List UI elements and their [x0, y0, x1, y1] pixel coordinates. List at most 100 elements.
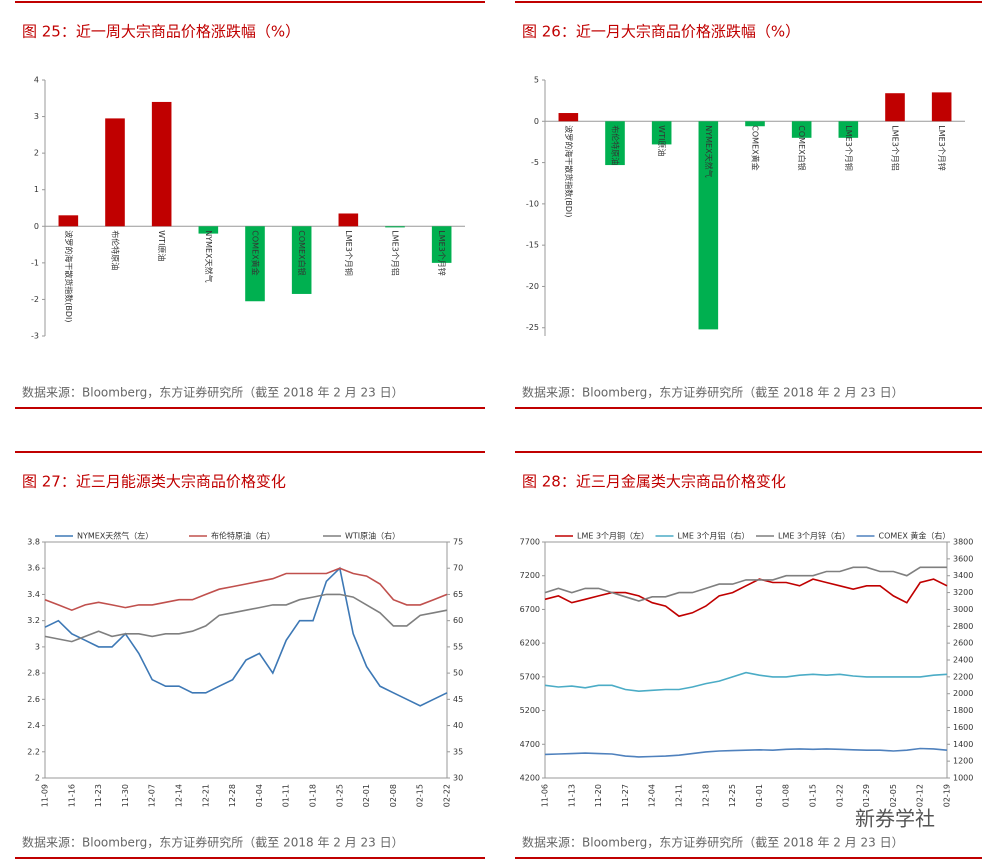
bar [838, 121, 859, 138]
legend-label: LME 3个月铜（左） [577, 531, 649, 541]
x-tick-label: 02-22 [443, 784, 452, 807]
y-tick-label: 6700 [520, 605, 540, 614]
x-tick-label: 12-25 [728, 784, 737, 807]
legend-label: LME 3个月铝（右） [678, 531, 750, 541]
y2-tick-label: 35 [453, 747, 463, 756]
y2-tick-label: 2400 [953, 656, 973, 665]
y-tick-label: 2.2 [27, 747, 40, 756]
source-note: 数据来源：Bloomberg，东方证券研究所（截至 2018 年 2 月 23 … [22, 385, 404, 400]
legend-label: WTI原油（右） [345, 531, 400, 541]
x-tick-label: 12-11 [675, 784, 684, 807]
y2-tick-label: 75 [453, 538, 463, 547]
x-tick-label: COMEX黄金 [251, 230, 261, 275]
y-tick-label: 3 [34, 112, 39, 121]
bar [931, 92, 952, 122]
x-tick-label: 02-05 [889, 784, 898, 807]
bar [698, 121, 719, 330]
y-tick-label: 6200 [520, 639, 540, 648]
chart-title: 图 25：近一周大宗商品价格涨跌幅（%） [22, 23, 300, 41]
source-note: 数据来源：Bloomberg，东方证券研究所（截至 2018 年 2 月 23 … [522, 835, 904, 850]
y2-tick-label: 55 [453, 642, 463, 651]
x-tick-label: 02-08 [389, 784, 398, 807]
x-tick-label: 11-06 [541, 784, 550, 807]
x-tick-label: 11-16 [67, 784, 76, 807]
y2-tick-label: 30 [453, 774, 463, 783]
y2-tick-label: 70 [453, 564, 463, 573]
x-tick-label: 12-14 [175, 784, 184, 807]
y2-tick-label: 3800 [953, 538, 973, 547]
x-tick-label: LME3个月铝 [391, 230, 401, 276]
y-tick-label: 5200 [520, 706, 540, 715]
bar [338, 213, 359, 227]
chart-title: 图 27：近三月能源类大宗商品价格变化 [22, 473, 286, 491]
x-tick-label: LME3个月铝 [891, 125, 901, 171]
x-tick-label: LME3个月锌 [437, 230, 447, 276]
x-tick-label: 02-19 [943, 784, 952, 807]
x-tick-label: COMEX黄金 [751, 125, 761, 170]
y-tick-label: 4700 [520, 740, 540, 749]
source-note: 数据来源：Bloomberg，东方证券研究所（截至 2018 年 2 月 23 … [22, 835, 404, 850]
y-tick-label: 3.4 [27, 590, 40, 599]
series-line [44, 567, 448, 612]
x-tick-label: 11-23 [94, 784, 103, 807]
bar [791, 121, 812, 138]
y2-tick-label: 3600 [953, 554, 973, 563]
y2-tick-label: 1400 [953, 740, 973, 749]
y2-tick-label: 1200 [953, 757, 973, 766]
y2-tick-label: 2000 [953, 689, 973, 698]
x-tick-label: WTI原油 [657, 125, 667, 156]
legend-label: NYMEX天然气（左） [77, 531, 153, 541]
x-tick-label: 布伦特原油 [111, 230, 121, 270]
y-tick-label: 2 [34, 149, 39, 158]
y2-tick-label: 3200 [953, 588, 973, 597]
x-tick-label: 12-18 [701, 784, 710, 807]
bar [198, 226, 219, 234]
chart-title: 图 28：近三月金属类大宗商品价格变化 [522, 473, 786, 491]
y2-tick-label: 65 [453, 590, 463, 599]
bar [431, 226, 452, 263]
series-line [44, 593, 448, 643]
bar [558, 113, 579, 122]
y-tick-label: -10 [526, 199, 539, 208]
legend-label: LME 3个月锌（右） [778, 531, 850, 541]
x-tick-label: 01-29 [862, 784, 871, 807]
y-tick-label: -15 [526, 241, 539, 250]
series-line [544, 671, 948, 693]
y-tick-label: 2.4 [27, 721, 40, 730]
series-line [544, 747, 948, 758]
x-tick-label: 02-15 [416, 784, 425, 807]
x-tick-label: 02-01 [362, 784, 371, 807]
bar [291, 226, 312, 294]
x-tick-label: LME3个月铜 [344, 230, 354, 276]
x-tick-label: 01-25 [335, 784, 344, 807]
x-tick-label: 11-27 [621, 784, 630, 807]
y2-tick-label: 45 [453, 695, 463, 704]
y-tick-label: 0 [34, 222, 39, 231]
y2-tick-label: 1600 [953, 723, 973, 732]
y-tick-label: 3 [35, 642, 40, 651]
y-tick-label: 3.6 [27, 564, 40, 573]
bar [245, 226, 265, 302]
x-tick-label: 12-04 [648, 784, 657, 807]
x-tick-label: 11-20 [594, 784, 603, 807]
series-line [44, 566, 448, 707]
y2-tick-label: 3000 [953, 605, 973, 614]
bar [885, 93, 905, 122]
x-tick-label: 波罗的海干散货指数(BDI) [64, 230, 74, 322]
y2-tick-label: 2800 [953, 622, 973, 631]
x-tick-label: 11-30 [121, 784, 130, 807]
y-tick-label: 3.2 [27, 616, 40, 625]
plot-frame [44, 541, 448, 779]
legend-label: 布伦特原油（右） [211, 531, 275, 541]
y2-tick-label: 50 [453, 669, 463, 678]
y-tick-label: -3 [31, 332, 39, 341]
x-tick-label: 01-04 [255, 784, 264, 807]
y-tick-label: 7700 [520, 538, 540, 547]
x-tick-label: 12-21 [201, 784, 210, 807]
x-tick-label: NYMEX天然气 [204, 230, 214, 282]
y2-tick-label: 1800 [953, 706, 973, 715]
y-tick-label: 0 [534, 117, 539, 126]
y-tick-label: 3.8 [27, 538, 40, 547]
y-tick-label: 4 [34, 76, 39, 85]
